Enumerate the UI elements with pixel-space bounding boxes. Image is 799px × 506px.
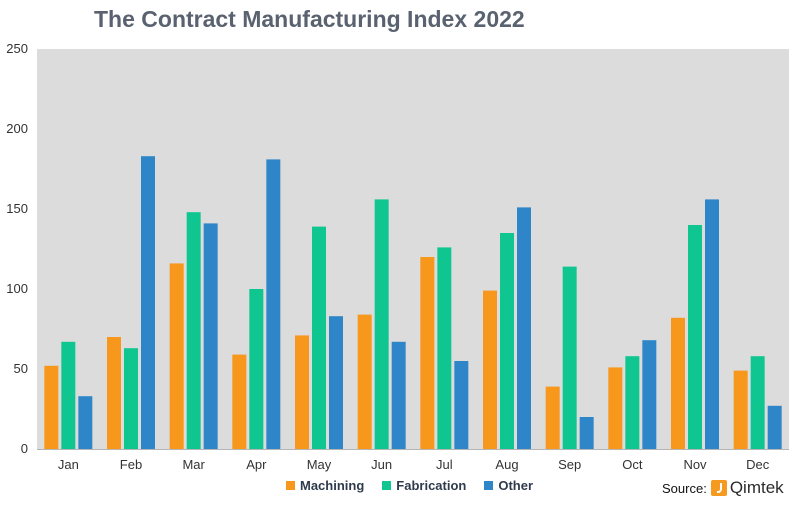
- bar-machining-sep: [545, 386, 560, 449]
- brand: Qimtek: [710, 478, 784, 498]
- y-tick-label: 50: [14, 361, 28, 376]
- y-tick-label: 0: [21, 441, 28, 456]
- x-tick-label: May: [307, 457, 332, 472]
- x-tick-label: Jan: [58, 457, 79, 472]
- bar-fabrication-mar: [186, 212, 201, 449]
- legend-label-fabrication: Fabrication: [396, 478, 467, 493]
- bar-other-feb: [141, 156, 155, 449]
- x-tick-label: Jul: [436, 457, 453, 472]
- x-tick-label: Apr: [246, 457, 267, 472]
- bar-machining-jun: [357, 314, 372, 449]
- bar-machining-may: [295, 335, 309, 449]
- bar-machining-mar: [169, 263, 184, 449]
- bar-fabrication-dec: [750, 356, 765, 449]
- bar-fabrication-aug: [500, 233, 514, 449]
- y-tick-label: 100: [6, 281, 28, 296]
- legend-label-machining: Machining: [300, 478, 365, 493]
- bar-other-oct: [642, 340, 657, 449]
- legend-item-other: Other: [484, 478, 533, 493]
- legend: Machining Fabrication Other: [286, 478, 533, 493]
- y-tick-label: 200: [6, 121, 28, 136]
- legend-item-fabrication: Fabrication: [382, 478, 466, 493]
- bar-fabrication-feb: [124, 348, 138, 449]
- y-tick-label: 150: [6, 201, 28, 216]
- bar-machining-jan: [44, 365, 59, 449]
- legend-swatch-machining: [286, 481, 295, 490]
- bar-fabrication-jul: [437, 247, 452, 449]
- legend-swatch-fabrication: [382, 481, 392, 490]
- bar-other-jan: [78, 396, 93, 449]
- chart-title: The Contract Manufacturing Index 2022: [94, 6, 525, 32]
- x-tick-label: Feb: [120, 457, 142, 472]
- plot-area: [37, 49, 789, 449]
- bar-other-dec: [767, 405, 782, 449]
- bar-fabrication-nov: [688, 225, 702, 449]
- x-tick-label: Aug: [495, 457, 518, 472]
- bar-other-aug: [517, 207, 531, 449]
- qimtek-logo-icon: [710, 480, 727, 496]
- bar-other-sep: [579, 417, 594, 449]
- x-tick-label: Nov: [683, 457, 707, 472]
- bar-machining-dec: [733, 370, 748, 449]
- x-tick-label: Dec: [746, 457, 770, 472]
- x-tick-label: Mar: [182, 457, 205, 472]
- bar-other-nov: [705, 199, 719, 449]
- legend-item-machining: Machining: [286, 478, 364, 493]
- bar-chart: 0 50 100 150 200 250 Jan Feb Mar Apr May Jun Jul Aug S…: [6, 41, 789, 472]
- bar-machining-oct: [608, 367, 623, 449]
- bar-machining-feb: [107, 337, 121, 449]
- bar-machining-apr: [232, 354, 247, 449]
- bar-fabrication-oct: [625, 356, 640, 449]
- bar-fabrication-sep: [562, 266, 577, 449]
- bar-other-mar: [203, 223, 218, 449]
- source-credit: Source: Qimtek: [662, 478, 784, 498]
- x-tick-label: Jun: [371, 457, 392, 472]
- bar-fabrication-may: [312, 226, 326, 449]
- bar-fabrication-apr: [249, 289, 264, 449]
- y-tick-label: 250: [6, 41, 28, 56]
- bar-other-jul: [454, 361, 469, 449]
- bar-other-may: [329, 316, 343, 449]
- source-label: Source:: [662, 480, 707, 496]
- x-tick-label: Oct: [622, 457, 643, 472]
- bar-machining-aug: [483, 290, 497, 449]
- brand-name: Qimtek: [729, 478, 784, 497]
- bar-other-apr: [266, 159, 281, 449]
- x-tick-label: Sep: [558, 457, 581, 472]
- bar-other-jun: [391, 341, 406, 449]
- bar-machining-nov: [671, 317, 685, 449]
- bar-fabrication-jun: [374, 199, 389, 449]
- legend-swatch-other: [484, 481, 494, 490]
- bar-fabrication-jan: [61, 341, 76, 449]
- bar-machining-jul: [420, 257, 435, 449]
- legend-label-other: Other: [498, 478, 534, 493]
